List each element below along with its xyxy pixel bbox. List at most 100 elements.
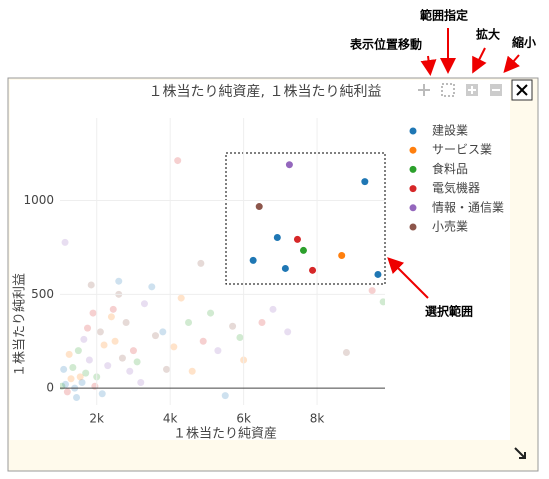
- background-point: [162, 365, 170, 373]
- point: [309, 266, 317, 274]
- x-tick-label: 6k: [236, 412, 251, 426]
- point: [361, 178, 369, 186]
- background-point: [207, 309, 215, 317]
- legend-marker: [409, 165, 417, 173]
- point: [281, 264, 289, 272]
- background-point: [69, 363, 77, 371]
- annotation: 拡大: [476, 27, 500, 42]
- background-point: [214, 347, 222, 355]
- plot-area: [60, 157, 385, 401]
- background-point: [188, 367, 196, 375]
- background-point: [89, 309, 97, 317]
- annotation: 選択範囲: [425, 304, 473, 319]
- selection-box: [225, 152, 386, 285]
- y-tick-label: 1000: [23, 193, 54, 207]
- point: [285, 161, 293, 169]
- select-tool[interactable]: [441, 83, 455, 97]
- background-point: [269, 305, 277, 313]
- legend-marker: [409, 127, 417, 135]
- background-point: [236, 333, 244, 341]
- background-point: [65, 350, 73, 358]
- background-point: [109, 305, 117, 313]
- background-point: [258, 318, 266, 326]
- chart-panel: [10, 80, 510, 440]
- background-point: [61, 238, 69, 246]
- point: [273, 233, 281, 241]
- background-point: [129, 347, 137, 355]
- y-tick-label: 0: [46, 381, 54, 395]
- background-point: [174, 157, 182, 165]
- point: [255, 203, 263, 211]
- background-point: [107, 313, 115, 321]
- pan-tool[interactable]: [418, 84, 430, 96]
- background-point: [76, 373, 84, 381]
- background-point: [87, 281, 95, 289]
- y-axis-title: １株当たり純利益: [13, 273, 28, 377]
- point: [338, 251, 346, 259]
- background-point: [140, 300, 148, 308]
- background-point: [74, 347, 82, 355]
- background-point: [229, 322, 237, 330]
- point: [374, 270, 382, 278]
- background-point: [104, 362, 112, 370]
- x-tick-label: 4k: [163, 412, 178, 426]
- background-point: [284, 328, 292, 336]
- background-point: [133, 358, 141, 366]
- legend-label: 電気機器: [432, 180, 480, 195]
- background-point: [63, 388, 71, 396]
- point: [299, 246, 307, 254]
- legend-label: 小売業: [432, 219, 468, 234]
- legend-marker: [409, 223, 417, 231]
- annotation: 表示位置移動: [349, 37, 422, 52]
- background-point: [122, 318, 130, 326]
- annotation: 縮小: [512, 35, 536, 50]
- background-point: [126, 367, 134, 375]
- background-point: [221, 392, 229, 400]
- x-tick-label: 2k: [89, 412, 104, 426]
- annotation: 範囲指定: [420, 8, 468, 23]
- close-icon: [516, 84, 528, 96]
- point: [293, 235, 301, 243]
- legend-marker: [409, 185, 417, 193]
- chart-title: １株当たり純資産, １株当たり純利益: [149, 84, 382, 100]
- resize-handle[interactable]: [514, 447, 526, 459]
- legend-marker: [409, 146, 417, 154]
- background-point: [78, 378, 86, 386]
- background-point: [85, 356, 93, 364]
- background-point: [177, 294, 185, 302]
- background-point: [98, 390, 106, 398]
- background-point: [148, 283, 156, 291]
- background-point: [197, 259, 205, 267]
- x-tick-label: 8k: [310, 412, 325, 426]
- legend-label: 情報・通信業: [432, 200, 504, 214]
- background-point: [159, 328, 167, 336]
- background-point: [80, 335, 88, 343]
- background-point: [137, 378, 145, 386]
- background-point: [96, 328, 104, 336]
- background-point: [60, 365, 68, 373]
- point: [249, 256, 257, 264]
- background-point: [368, 287, 376, 295]
- background-point: [100, 341, 108, 349]
- background-point: [91, 382, 99, 390]
- background-point: [185, 318, 193, 326]
- background-point: [67, 375, 75, 383]
- background-point: [118, 354, 126, 362]
- background-point: [115, 277, 123, 285]
- legend-label: 食料品: [432, 161, 468, 176]
- legend-marker: [409, 204, 417, 212]
- legend-label: サービス業: [432, 143, 492, 157]
- y-tick-label: 500: [31, 287, 54, 301]
- x-axis-title: １株当たり純資産: [173, 426, 277, 442]
- legend-label: 建設業: [432, 123, 468, 138]
- toolbar: [418, 83, 502, 97]
- background-point: [379, 298, 385, 306]
- background-point: [84, 324, 92, 332]
- background-point: [82, 369, 90, 377]
- background-point: [151, 332, 159, 340]
- background-point: [73, 393, 81, 401]
- background-point: [199, 337, 207, 345]
- background-point: [111, 337, 119, 345]
- background-point: [342, 348, 350, 356]
